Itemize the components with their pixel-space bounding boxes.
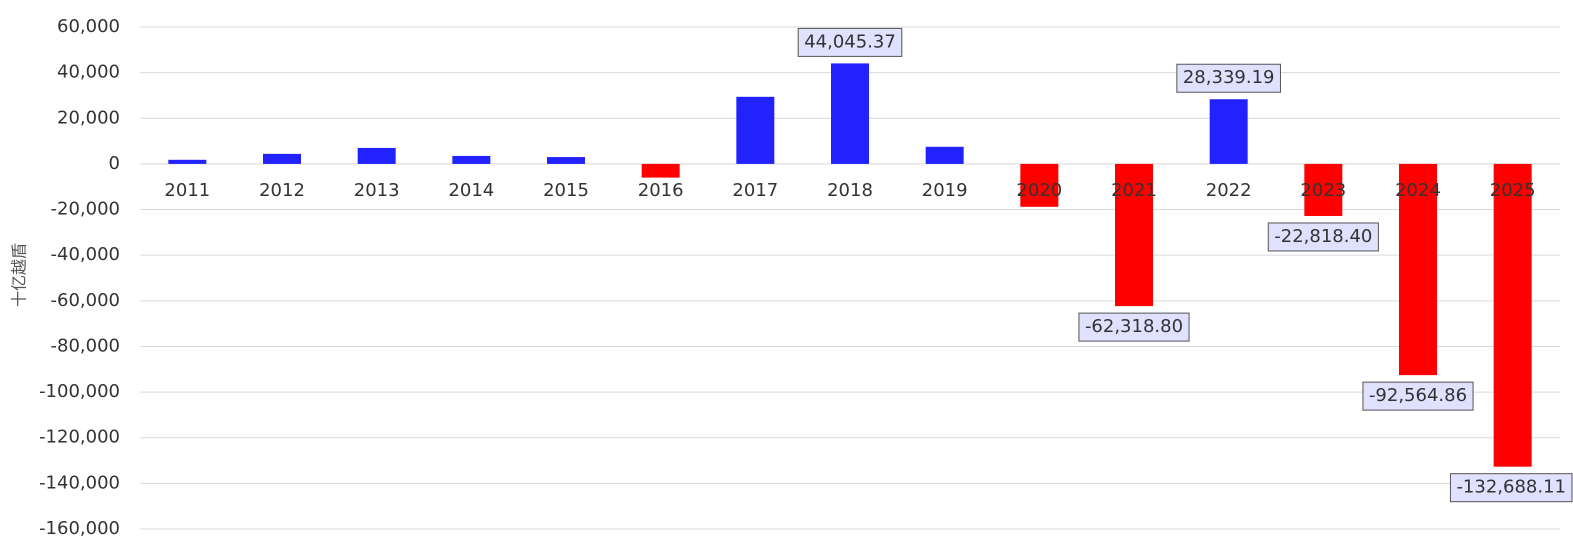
data-label: -22,818.40 xyxy=(1274,226,1372,247)
data-label: 44,045.37 xyxy=(804,31,896,52)
x-tick-label: 2012 xyxy=(259,180,305,201)
data-label-box xyxy=(797,27,903,57)
bar xyxy=(831,63,869,164)
x-tick-label: 2018 xyxy=(827,180,873,201)
bar xyxy=(736,96,775,164)
bar xyxy=(1399,163,1437,376)
x-tick-label: 2019 xyxy=(922,180,968,201)
y-tick-label: -160,000 xyxy=(39,518,120,539)
y-tick-label: -80,000 xyxy=(51,335,120,356)
y-tick-label: 60,000 xyxy=(57,16,120,37)
bar xyxy=(168,159,207,164)
bar xyxy=(452,155,491,164)
data-label-box xyxy=(1176,63,1281,93)
bar xyxy=(547,157,585,164)
x-tick-label: 2014 xyxy=(448,180,494,201)
data-label: -92,564.86 xyxy=(1369,385,1467,406)
x-tick-label: 2016 xyxy=(638,180,684,201)
bar xyxy=(1209,99,1248,164)
y-tick-label: -100,000 xyxy=(39,381,120,402)
x-tick-label: 2021 xyxy=(1111,180,1157,201)
y-tick-label: 0 xyxy=(109,153,120,174)
data-label-box xyxy=(1449,473,1573,503)
x-tick-label: 2024 xyxy=(1395,180,1441,201)
x-tick-label: 2013 xyxy=(354,180,400,201)
bar xyxy=(1304,163,1343,216)
bar xyxy=(1020,163,1059,207)
x-tick-label: 2015 xyxy=(543,180,589,201)
x-tick-label: 2023 xyxy=(1300,180,1346,201)
data-label: 28,339.19 xyxy=(1183,67,1275,88)
x-tick-label: 2022 xyxy=(1206,180,1252,201)
x-tick-label: 2025 xyxy=(1490,180,1536,201)
bar xyxy=(925,146,964,164)
y-tick-label: -120,000 xyxy=(39,427,120,448)
y-tick-label: -140,000 xyxy=(39,472,120,493)
y-tick-label: 40,000 xyxy=(57,62,120,83)
x-tick-label: 2020 xyxy=(1016,180,1062,201)
bar xyxy=(1115,163,1153,307)
y-axis-title: 十亿越盾 xyxy=(10,243,29,307)
data-label-box xyxy=(1362,381,1474,411)
data-label: -132,688.11 xyxy=(1456,477,1566,498)
data-label-box xyxy=(1267,222,1379,252)
y-tick-label: -40,000 xyxy=(51,244,120,265)
bar xyxy=(263,153,301,164)
bar xyxy=(357,147,396,164)
data-label: -62,318.80 xyxy=(1085,316,1183,337)
data-label-box xyxy=(1078,312,1190,342)
bar xyxy=(1493,163,1532,467)
x-tick-label: 2011 xyxy=(164,180,210,201)
bar xyxy=(641,163,680,178)
x-tick-label: 2017 xyxy=(732,180,778,201)
y-tick-label: -20,000 xyxy=(51,199,120,220)
y-tick-label: 20,000 xyxy=(57,107,120,128)
y-tick-label: -60,000 xyxy=(51,290,120,311)
